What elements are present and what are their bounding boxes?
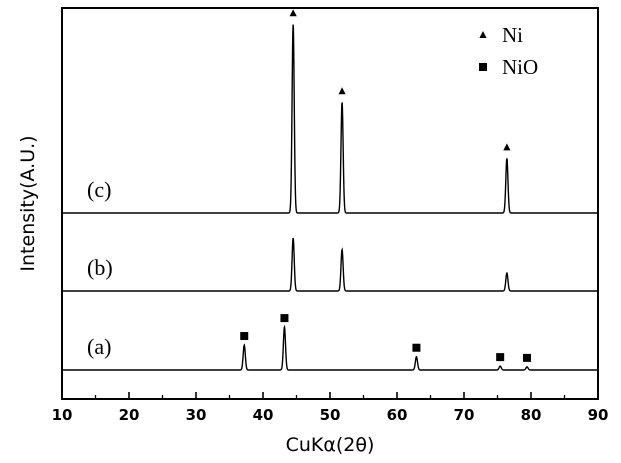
- series-label-b: (b): [87, 255, 113, 280]
- x-tick-label: 70: [454, 406, 475, 424]
- ni-marker: [503, 143, 511, 151]
- x-tick-label: 10: [52, 406, 73, 424]
- labels-layer: (a) (b) (c) CuKα(2θ) Intensity(A.U.): [17, 135, 374, 456]
- x-tick-label: 50: [320, 406, 341, 424]
- x-tick-label: 30: [186, 406, 207, 424]
- series-line-c: [62, 24, 598, 214]
- series-line-a: [62, 324, 598, 371]
- legend-square-icon: [479, 63, 487, 71]
- x-tick-label: 90: [588, 406, 609, 424]
- nio-marker: [522, 353, 531, 362]
- legend: Ni NiO: [479, 23, 538, 79]
- nio-marker: [412, 343, 421, 352]
- legend-label: Ni: [502, 23, 523, 47]
- x-tick-label: 60: [387, 406, 408, 424]
- x-tick-label: 20: [119, 406, 140, 424]
- nio-marker: [496, 353, 505, 362]
- nio-marker: [280, 314, 289, 323]
- ni-marker: [289, 9, 297, 17]
- legend-label: NiO: [502, 55, 538, 79]
- nio-marker: [240, 332, 249, 341]
- x-axis-label: CuKα(2θ): [286, 434, 375, 456]
- legend-triangle-icon: [479, 31, 487, 38]
- x-tick-label: 80: [521, 406, 542, 424]
- series-label-c: (c): [87, 177, 111, 202]
- series-line-b: [62, 237, 598, 292]
- ticks-layer: 10 20 30 40 50 60 70 80 90: [52, 392, 609, 424]
- ni-marker: [338, 87, 346, 95]
- x-tick-label: 40: [253, 406, 274, 424]
- series-label-a: (a): [87, 334, 111, 359]
- y-axis-label: Intensity(A.U.): [17, 135, 39, 271]
- plot-layer: [62, 9, 598, 371]
